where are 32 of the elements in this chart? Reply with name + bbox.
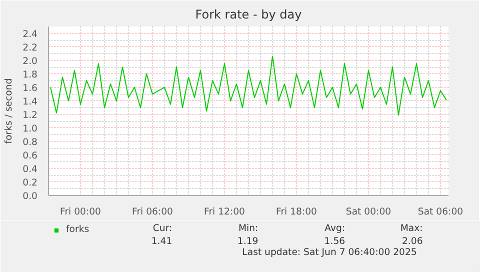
y-tick-label: 1.0 (22, 123, 38, 134)
text: Cur: (152, 223, 172, 234)
y-tick-label: 2.2 (22, 42, 38, 54)
x-tick-label: Fri 00:00 (60, 206, 102, 218)
y-tick-label: 0.4 (22, 164, 38, 175)
x-tick-label: Sat 06:00 (418, 206, 464, 218)
x-tick-label: Sat 00:00 (346, 206, 392, 218)
chart-title: Fork rate - by day (195, 8, 302, 22)
y-tick-label: 0.2 (22, 177, 38, 188)
y-tick-label: 0.8 (22, 136, 38, 148)
y-tick-label: 1.6 (22, 82, 38, 94)
y-tick-label: 1.8 (22, 69, 38, 80)
y-tick-label: 2.0 (22, 56, 38, 67)
x-tick-label: Fri 06:00 (132, 206, 174, 218)
y-tick-label: 1.4 (22, 96, 38, 108)
line-series (50, 56, 447, 116)
text: 2.06 (402, 236, 423, 247)
text: Avg: (324, 223, 346, 234)
y-axis-title: forks / second (4, 78, 15, 144)
text: Last update: Sat Jun 7 06:40:00 2025 (242, 247, 417, 258)
y-tick-label: 0.6 (22, 150, 38, 162)
text: Max: (400, 223, 423, 234)
text: 1.19 (237, 236, 258, 247)
y-tick-label: 2.4 (22, 28, 38, 40)
text: 1.41 (151, 236, 172, 247)
y-tick-label: 0.0 (22, 191, 38, 202)
x-tick-label: Fri 18:00 (276, 206, 318, 218)
y-tick-label: 1.2 (22, 110, 38, 121)
x-tick-label: Fri 12:00 (204, 206, 246, 218)
legend-label: forks (66, 224, 90, 235)
text: 1.56 (324, 236, 346, 247)
text: Min: (238, 223, 258, 234)
